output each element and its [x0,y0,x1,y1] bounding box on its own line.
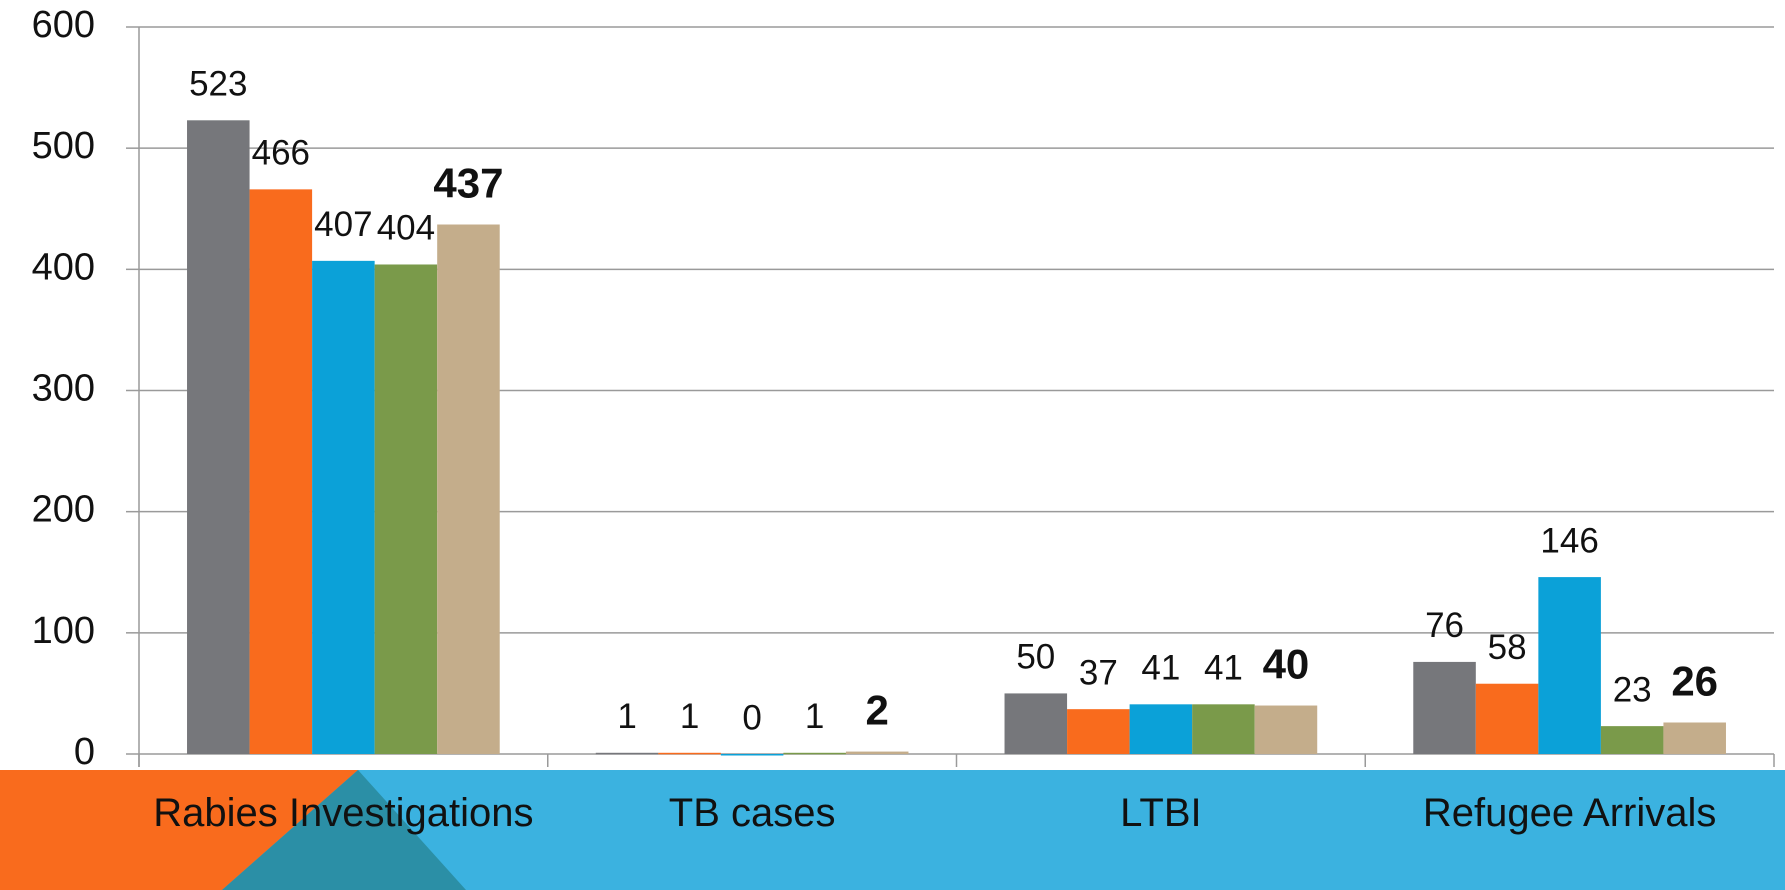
y-tick-label: 0 [74,731,95,773]
footer-triangle [222,770,466,890]
x-tick-label: TB cases [668,791,836,835]
value-label: 437 [433,160,503,207]
value-label: 50 [1016,638,1055,677]
y-tick-label: 500 [32,125,95,167]
y-tick-label: 600 [32,4,95,46]
y-tick-label: 100 [32,610,95,652]
x-tick-label: Refugee Arrivals [1422,791,1717,835]
bar [1129,704,1193,754]
footer-orange [0,770,358,890]
bar [374,264,438,754]
value-label: 2 [866,687,889,734]
bar [187,120,250,754]
value-label: 1 [617,697,636,736]
value-label: 76 [1425,606,1464,645]
value-label: 1 [680,697,699,736]
value-label: 407 [314,205,372,244]
bar [595,752,659,755]
value-label: 1 [805,697,824,736]
bar [720,754,784,756]
bar [1254,705,1318,754]
value-label: 40 [1263,641,1310,688]
value-label: 58 [1488,628,1527,667]
value-label: 41 [1141,649,1180,688]
value-label: 404 [377,209,435,248]
bar [1600,726,1664,754]
value-label: 41 [1204,649,1243,688]
bar [1475,683,1539,754]
bar [312,260,375,754]
y-tick-label: 400 [32,246,95,288]
bar [845,751,909,754]
value-label: 37 [1079,653,1118,692]
bar [249,189,313,754]
value-label: 23 [1613,670,1652,709]
y-tick-label: 300 [32,368,95,410]
value-label: 146 [1540,521,1598,560]
value-label: 466 [252,134,310,173]
x-tick-label: LTBI [1120,791,1202,835]
bar [1663,722,1726,754]
x-tick-label: Rabies Investigations [153,791,534,835]
bar [1004,693,1068,754]
bar [1192,704,1255,754]
value-label: 26 [1671,658,1718,705]
value-label: 0 [742,698,761,737]
bar [1067,709,1130,754]
bar [783,752,846,755]
bar [437,224,500,755]
bar [1413,661,1476,754]
value-label: 523 [189,65,247,104]
y-tick-label: 200 [32,489,95,531]
bar [658,752,721,755]
bar [1538,577,1601,754]
